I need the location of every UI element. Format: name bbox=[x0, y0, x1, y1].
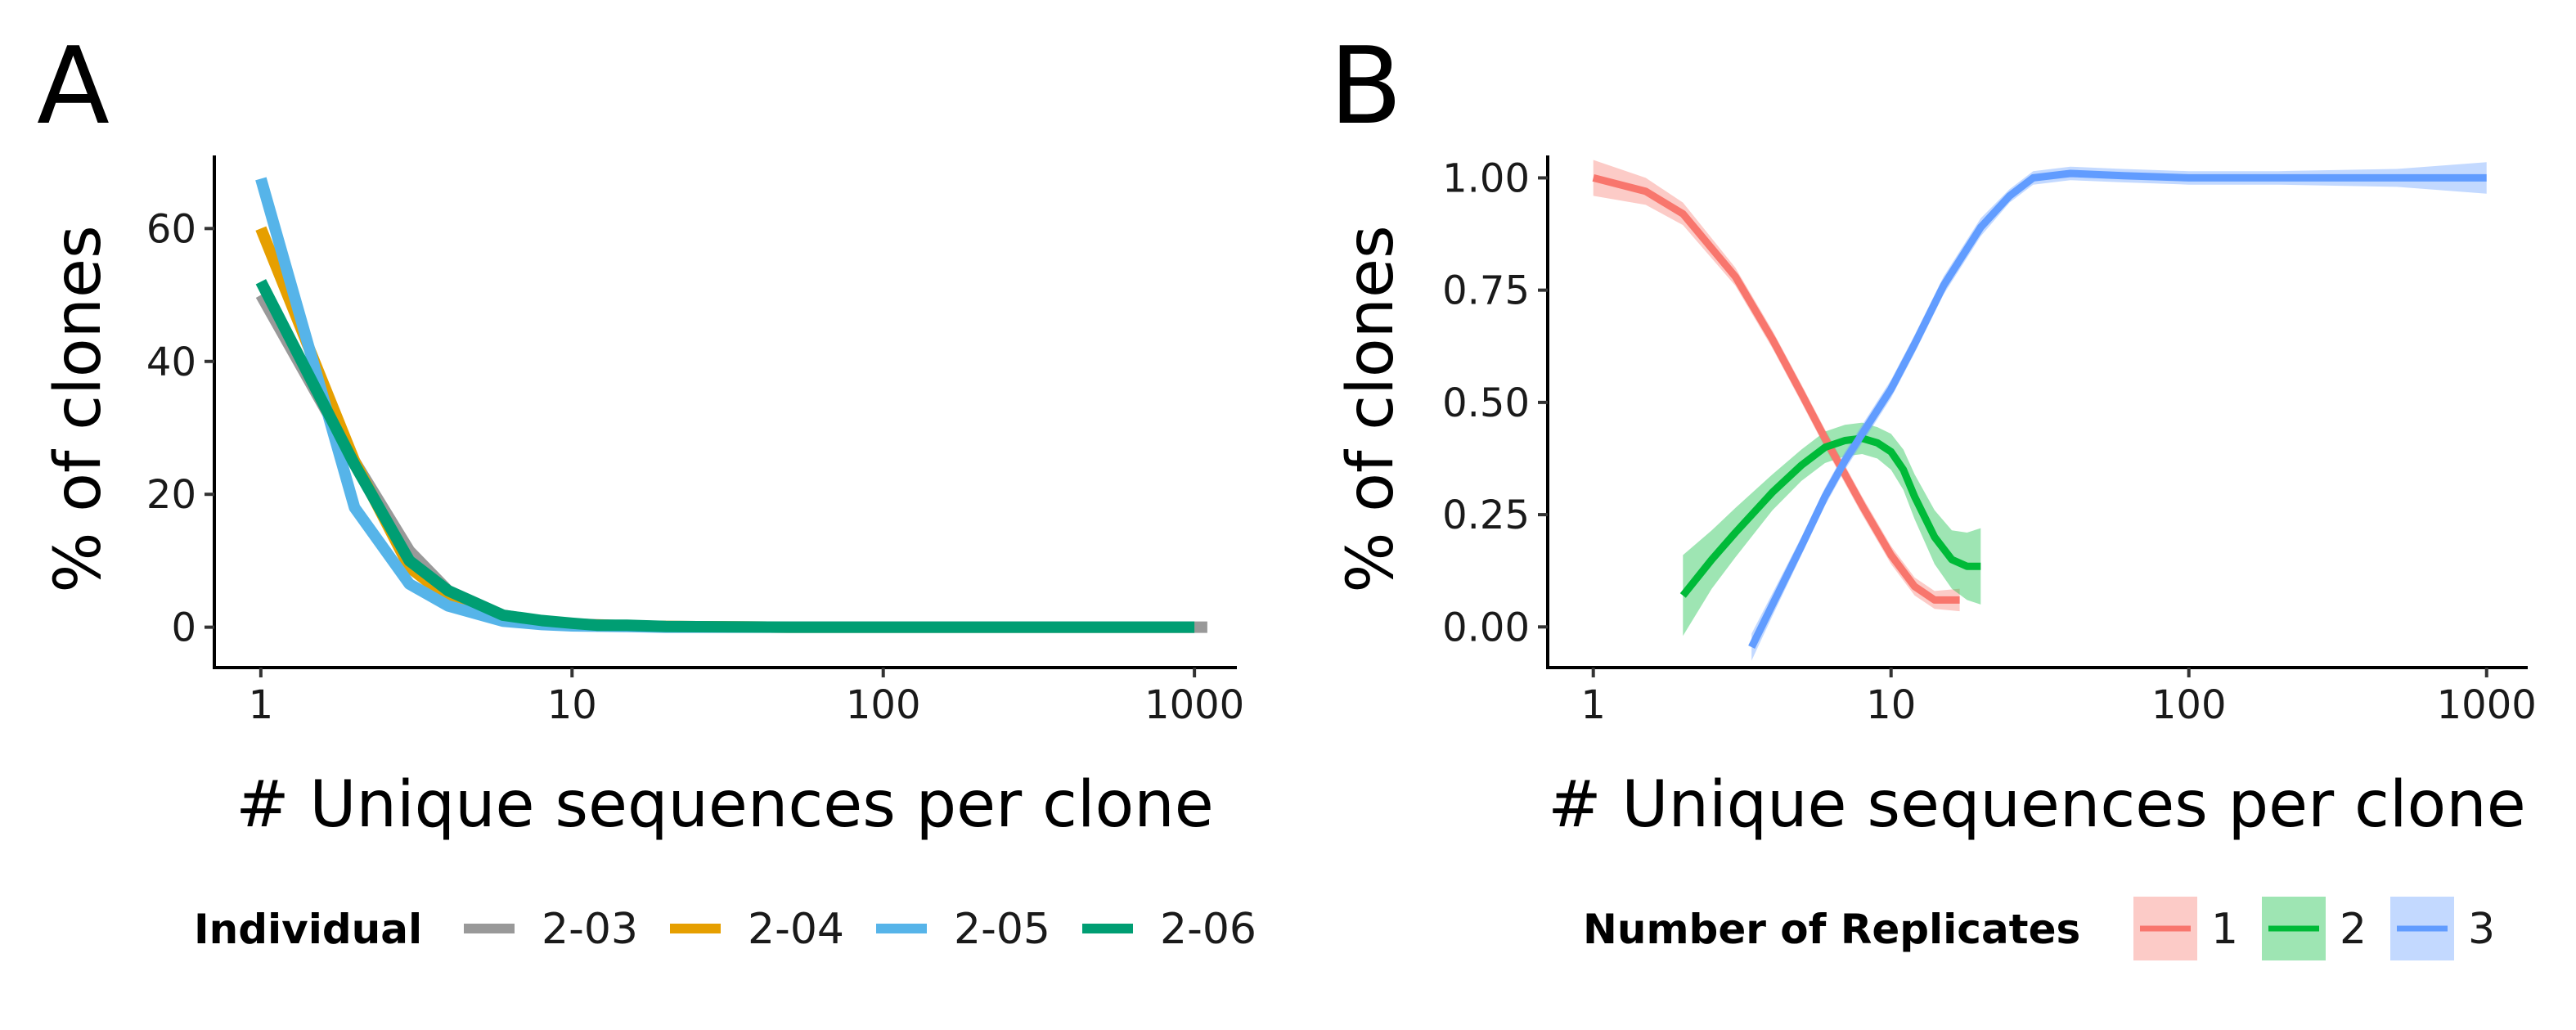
y-tick-label: 0.50 bbox=[1442, 380, 1530, 426]
panel-a-axes: 1 10 100 1000 0 20 40 60 bbox=[146, 155, 1244, 728]
series-line-2 bbox=[1679, 434, 1981, 598]
x-tick-label: 1000 bbox=[2437, 682, 2537, 728]
y-tick-label: 0.75 bbox=[1442, 268, 1530, 314]
legend-label: 2-04 bbox=[748, 905, 844, 954]
panel-a-legend: Individual 2-03 2-04 2-05 2-06 bbox=[194, 905, 1257, 954]
legend-item-2-05: 2-05 bbox=[876, 905, 1050, 954]
legend-item-2-04: 2-04 bbox=[670, 905, 844, 954]
legend-item-3: 3 bbox=[2390, 897, 2495, 960]
x-tick-label: 1 bbox=[1580, 682, 1606, 728]
panel-b-axes: 1 10 100 1000 0.00 0.25 0.50 0.75 1.00 bbox=[1442, 155, 2537, 728]
panel-a-legend-title: Individual bbox=[194, 906, 422, 953]
y-tick-label: 60 bbox=[146, 206, 196, 252]
panel-b-x-axis-title: # Unique sequences per clone bbox=[1548, 768, 2525, 842]
x-tick-label: 100 bbox=[846, 682, 921, 728]
panel-letter-a: A bbox=[37, 24, 110, 148]
series-line-3 bbox=[1748, 169, 2487, 649]
panel-b-legend-title: Number of Replicates bbox=[1583, 906, 2080, 953]
x-tick-label: 100 bbox=[2151, 682, 2227, 728]
y-tick-label: 0.25 bbox=[1442, 493, 1530, 538]
x-tick-label: 10 bbox=[547, 682, 597, 728]
legend-label: 2 bbox=[2340, 905, 2367, 954]
legend-label: 2-05 bbox=[954, 905, 1050, 954]
panel-a-x-axis-title: # Unique sequences per clone bbox=[236, 768, 1213, 842]
y-tick-label: 40 bbox=[146, 340, 196, 385]
legend-label: 2-03 bbox=[542, 905, 638, 954]
y-tick-label: 1.00 bbox=[1442, 155, 1530, 201]
panel-a: A 1 10 100 1000 0 20 40 60 % of clones # Unique… bbox=[37, 24, 1257, 954]
y-tick-label: 20 bbox=[146, 472, 196, 518]
y-tick-label: 0.00 bbox=[1442, 605, 1530, 650]
panel-b-y-axis-title: % of clones bbox=[1334, 225, 1408, 592]
series-line-1 bbox=[1592, 174, 1960, 604]
legend-item-1: 1 bbox=[2133, 897, 2238, 960]
series-line-2-06 bbox=[255, 279, 1195, 633]
legend-label: 3 bbox=[2468, 905, 2495, 954]
panel-a-y-axis-title: % of clones bbox=[42, 225, 115, 592]
panel-b-marks bbox=[1592, 160, 2487, 661]
legend-item-2-06: 2-06 bbox=[1082, 905, 1257, 954]
x-tick-label: 10 bbox=[1866, 682, 1916, 728]
legend-label: 2-06 bbox=[1160, 905, 1257, 954]
panel-b-legend: Number of Replicates 1 2 3 bbox=[1583, 897, 2495, 960]
legend-item-2-03: 2-03 bbox=[464, 905, 638, 954]
x-tick-label: 1000 bbox=[1144, 682, 1244, 728]
legend-item-2: 2 bbox=[2262, 897, 2367, 960]
x-tick-label: 1 bbox=[249, 682, 274, 728]
panel-letter-b: B bbox=[1329, 24, 1402, 148]
panel-a-marks bbox=[255, 177, 1207, 633]
y-tick-label: 0 bbox=[171, 605, 196, 651]
legend-label: 1 bbox=[2211, 905, 2238, 954]
panel-b: B 1 10 100 1000 0.00 0.25 0.50 0.75 1.00 % of cl… bbox=[1329, 24, 2537, 960]
